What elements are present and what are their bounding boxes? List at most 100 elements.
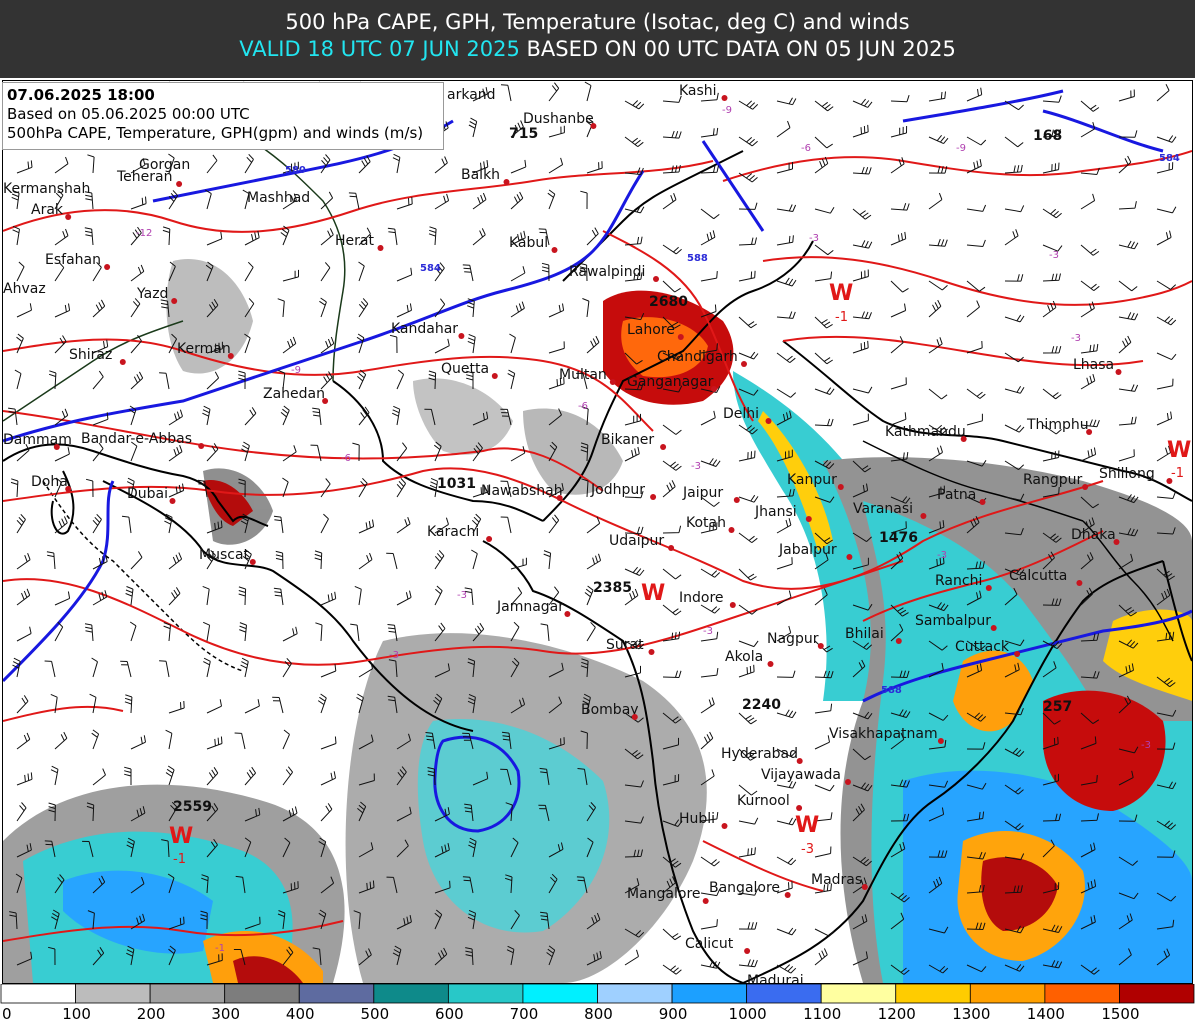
wind-barb: [700, 230, 716, 246]
city-marker[interactable]: Ganganagar: [627, 374, 717, 392]
city-dot: [920, 513, 927, 519]
city-marker[interactable]: Calicut: [685, 936, 751, 954]
city-marker[interactable]: Herat: [335, 233, 384, 251]
city-marker[interactable]: Madurai: [747, 973, 812, 983]
city-marker[interactable]: Shillong: [1099, 466, 1173, 484]
wind-barb: [1080, 100, 1100, 112]
city-marker[interactable]: Doha: [31, 474, 72, 492]
city-marker[interactable]: Kabul: [509, 235, 558, 253]
city-marker[interactable]: Bandar-e-Abbas: [81, 431, 205, 449]
city-marker[interactable]: Mashhad: [247, 190, 310, 206]
city-marker[interactable]: Shiraz: [69, 347, 126, 365]
city-marker[interactable]: Hyderabad: [721, 746, 803, 764]
city-marker[interactable]: Calcutta: [1009, 568, 1083, 586]
city-marker[interactable]: Kurnool: [737, 793, 803, 811]
city-marker[interactable]: Patna: [937, 487, 986, 505]
city-marker[interactable]: Rangpur: [1023, 472, 1089, 490]
wind-barb: [1042, 839, 1055, 858]
city-marker[interactable]: Kermanshah: [3, 181, 90, 197]
city-marker[interactable]: Indore: [679, 590, 736, 608]
city-marker[interactable]: Madras: [811, 872, 868, 890]
city-marker[interactable]: Ranchi: [935, 573, 992, 591]
city-marker[interactable]: Chandigarh: [657, 349, 747, 367]
city-marker[interactable]: Jaipur: [682, 485, 740, 503]
city-marker[interactable]: Rawalpindi: [569, 264, 659, 282]
wind-barb: [320, 228, 334, 246]
wind-barb: [776, 311, 796, 319]
city-marker[interactable]: Bombay: [581, 702, 639, 720]
city-marker[interactable]: Thimphu: [1026, 417, 1093, 435]
city-marker[interactable]: Jabalpur: [778, 542, 853, 560]
city-marker[interactable]: Udaipur: [609, 533, 675, 551]
city-marker[interactable]: Kandahar: [391, 321, 465, 339]
city-marker[interactable]: Delhi: [723, 406, 772, 424]
wind-barb: [472, 192, 487, 210]
wind-barb: [510, 120, 524, 138]
city-marker[interactable]: Bhilai: [845, 626, 902, 644]
city-marker[interactable]: Ahvaz: [3, 281, 46, 297]
city-marker[interactable]: Jodhpur: [590, 482, 657, 500]
city-marker[interactable]: Karachi: [427, 524, 493, 542]
city-marker[interactable]: Kanpur: [787, 472, 844, 490]
wind-barb: [738, 532, 758, 543]
city-marker[interactable]: Visakhapatnam: [829, 726, 944, 744]
city-marker[interactable]: Hubli: [679, 811, 728, 829]
city-marker[interactable]: Surat: [606, 637, 655, 655]
city-marker[interactable]: Lhasa: [1073, 357, 1122, 375]
city-marker[interactable]: Cuttack: [955, 639, 1021, 657]
city-marker[interactable]: Kerman: [177, 341, 234, 359]
wind-barb: [624, 382, 644, 391]
wind-barb: [548, 696, 563, 714]
wind-barb: [282, 193, 297, 210]
wind-barb: [966, 851, 986, 860]
wind-barb: [928, 850, 948, 858]
city-marker[interactable]: arkand: [447, 87, 496, 103]
wind-barb: [161, 839, 170, 858]
city-marker[interactable]: Jhansi: [754, 504, 812, 522]
city-marker[interactable]: Dubai: [127, 486, 176, 504]
city-marker[interactable]: Zahedan: [263, 386, 329, 404]
city-marker[interactable]: Kathmandu: [885, 424, 967, 442]
wind-barb: [244, 766, 257, 786]
city-marker[interactable]: Quetta: [441, 361, 498, 379]
city-marker[interactable]: Dushanbe: [523, 111, 597, 129]
city-marker[interactable]: Kashi: [679, 83, 728, 101]
city-marker[interactable]: Bangalore: [709, 880, 791, 898]
city-marker[interactable]: Arak: [31, 202, 72, 220]
wind-barb: [130, 196, 147, 210]
city-marker[interactable]: Dhaka: [1071, 527, 1120, 545]
city-marker[interactable]: Bikaner: [601, 432, 667, 450]
city-marker[interactable]: Mangalore: [627, 886, 709, 904]
wind-barb: [776, 518, 792, 534]
weather-map[interactable]: Teheran Gorgan Kermanshah Arak Mashhad Esfaha…: [2, 80, 1193, 984]
city-marker[interactable]: Dammam: [3, 432, 72, 450]
city-marker[interactable]: Vijayawada: [761, 767, 851, 785]
city-dot: [937, 738, 944, 744]
city-marker[interactable]: Jamnagar: [496, 599, 571, 617]
city-marker[interactable]: Varanasi: [853, 501, 927, 519]
city-marker[interactable]: Nagpur: [767, 631, 824, 649]
wind-barb: [966, 964, 987, 973]
city-marker[interactable]: Nawabshah: [481, 483, 563, 501]
city-marker[interactable]: Muscat: [199, 547, 256, 565]
city-marker[interactable]: Sambalpur: [915, 613, 997, 631]
wind-barb: [82, 840, 94, 858]
city-marker[interactable]: Yazd: [136, 286, 178, 304]
gph-value: 2680: [649, 294, 688, 310]
wind-barb: [852, 782, 873, 792]
city-marker[interactable]: Esfahan: [45, 252, 111, 270]
city-marker[interactable]: Lahore: [627, 322, 684, 340]
city-marker[interactable]: Multan: [559, 367, 616, 385]
city-marker[interactable]: Balkh: [461, 167, 510, 185]
city-marker[interactable]: Teheran: [116, 169, 183, 187]
city-marker[interactable]: Kotah: [686, 515, 735, 533]
wind-barb: [244, 699, 260, 714]
gph-contours: [3, 89, 1192, 833]
wind-barb: [126, 945, 135, 966]
city-name: Rangpur: [1023, 472, 1083, 488]
city-dot: [728, 527, 735, 533]
wind-barb: [738, 712, 757, 725]
wind-barb: [738, 784, 758, 796]
city-marker[interactable]: Gorgan: [139, 157, 190, 173]
city-marker[interactable]: Akola: [725, 649, 774, 667]
